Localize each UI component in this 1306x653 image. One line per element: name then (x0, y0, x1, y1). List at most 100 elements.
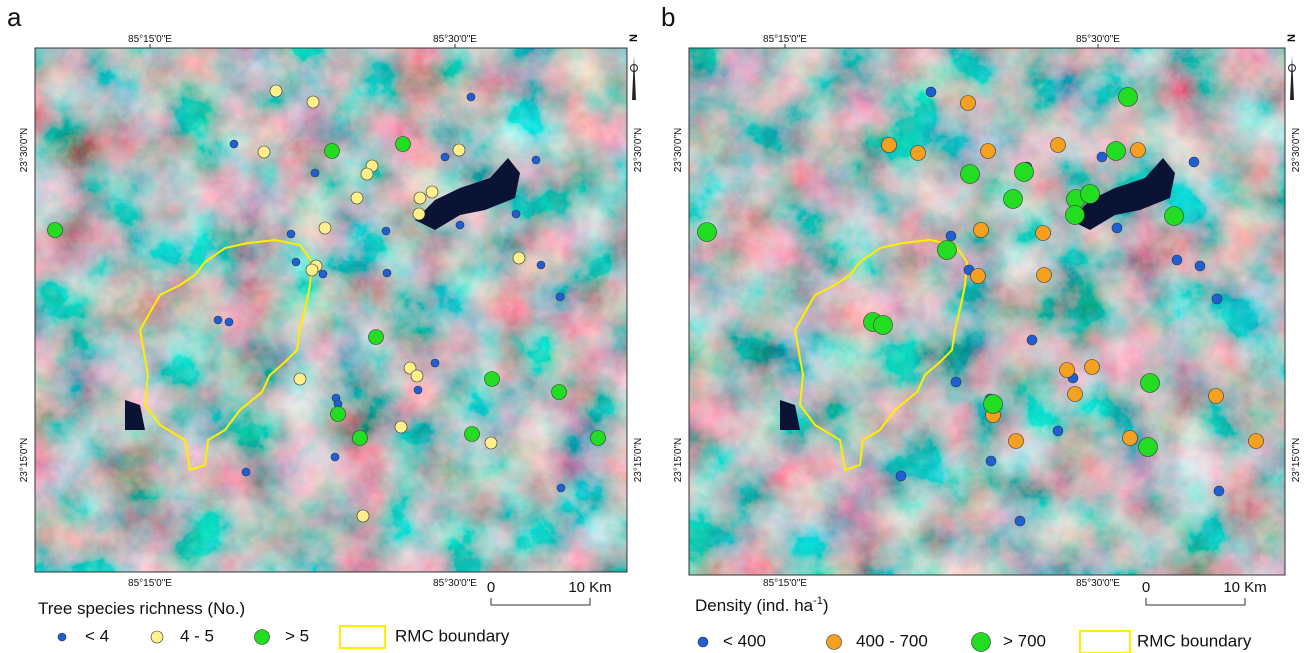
latitude-label: 23°15'0"N (19, 438, 30, 483)
sample-point (1051, 138, 1066, 153)
sample-point (882, 138, 897, 153)
sample-point (319, 270, 327, 278)
sample-point (319, 222, 331, 234)
latitude-label: 23°30'0"N (1291, 128, 1302, 173)
longitude-label: 85°30'0"E (1076, 34, 1120, 45)
sample-point (1131, 143, 1146, 158)
latitude-label: 23°15'0"N (633, 438, 644, 483)
sample-point (591, 431, 606, 446)
longitude-label: 85°30'0"E (433, 34, 477, 45)
sample-point (441, 153, 449, 161)
panel-label: b (661, 2, 675, 32)
latitude-label: 23°30'0"N (19, 128, 30, 173)
satellite-texture (35, 48, 627, 572)
panel-label: a (7, 2, 22, 32)
sample-point (1195, 261, 1205, 271)
sample-point (938, 241, 957, 260)
sample-point (557, 484, 565, 492)
sample-point (961, 165, 980, 184)
sample-point (537, 261, 545, 269)
sample-point (382, 227, 390, 235)
sample-point (456, 221, 464, 229)
sample-point (1015, 516, 1025, 526)
legend-label: 4 - 5 (180, 626, 214, 645)
scale-start: 0 (1142, 579, 1150, 596)
latitude-label: 23°30'0"N (673, 128, 684, 173)
sample-point (1112, 223, 1122, 233)
sample-point (552, 385, 567, 400)
sample-point (984, 395, 1003, 414)
sample-point (414, 192, 426, 204)
sample-point (1036, 226, 1051, 241)
longitude-label: 85°15'0"E (763, 34, 807, 45)
sample-point (369, 330, 384, 345)
legend-symbol (58, 633, 66, 641)
legend-symbol (151, 631, 163, 643)
sample-point (1009, 434, 1024, 449)
scale-end: 10 Km (568, 579, 611, 596)
sample-point (230, 140, 238, 148)
sample-point (1097, 152, 1107, 162)
sample-point (1209, 389, 1224, 404)
legend-title-part: -1 (813, 595, 823, 607)
map-panel: a 85°15'0"E 85°15'0"E 85°30'0"E 85°30'0"E 23°… (7, 2, 644, 648)
legend-title: Tree species richness (No.) (38, 599, 245, 618)
sample-point (1212, 294, 1222, 304)
sample-point (485, 372, 500, 387)
north-label: N (628, 34, 640, 42)
map-panel: b 85°15'0"E 85°15'0"E 85°30'0"E 85°30'0"E 23°… (661, 2, 1302, 653)
north-label: N (1286, 34, 1298, 42)
sample-point (351, 192, 363, 204)
sample-point (1037, 268, 1052, 283)
longitude-label: 85°15'0"E (763, 578, 807, 589)
sample-point (353, 431, 368, 446)
sample-point (48, 223, 63, 238)
sample-point (485, 437, 497, 449)
sample-point (1214, 486, 1224, 496)
sample-point (214, 316, 222, 324)
scale-bar (491, 598, 590, 605)
sample-point (532, 156, 540, 164)
sample-point (1015, 163, 1034, 182)
sample-point (513, 252, 525, 264)
sample-point (1141, 374, 1160, 393)
sample-point (1172, 255, 1182, 265)
legend-symbol (698, 637, 708, 647)
sample-point (1081, 185, 1100, 204)
satellite-texture (689, 48, 1285, 575)
sample-point (465, 427, 480, 442)
longitude-label: 85°15'0"E (128, 578, 172, 589)
sample-point (1189, 157, 1199, 167)
sample-point (1107, 142, 1126, 161)
legend-label: RMC boundary (1137, 631, 1252, 650)
legend-label: < 400 (723, 631, 766, 650)
sample-point (361, 168, 373, 180)
sample-point (467, 93, 475, 101)
sample-point (874, 316, 893, 335)
sample-point (311, 169, 319, 177)
sample-point (395, 421, 407, 433)
sample-point (1123, 431, 1138, 446)
sample-point (294, 373, 306, 385)
longitude-label: 85°15'0"E (128, 34, 172, 45)
legend-label: 400 - 700 (856, 631, 928, 650)
sample-point (1139, 438, 1158, 457)
sample-point (331, 407, 346, 422)
longitude-label: 85°30'0"E (433, 578, 477, 589)
sample-point (287, 230, 295, 238)
sample-point (225, 318, 233, 326)
sample-point (357, 510, 369, 522)
legend-title: Density (ind. ha-1) (695, 595, 829, 616)
legend-title-part: Density (ind. ha (695, 596, 814, 615)
sample-point (946, 231, 956, 241)
latitude-label: 23°15'0"N (1291, 438, 1302, 483)
sample-point (926, 87, 936, 97)
sample-point (331, 453, 339, 461)
scale-bar (1146, 598, 1245, 605)
north-arrow (1290, 56, 1294, 100)
longitude-label: 85°30'0"E (1076, 578, 1120, 589)
legend-symbol (255, 630, 270, 645)
sample-point (896, 471, 906, 481)
sample-point (974, 223, 989, 238)
sample-point (1249, 434, 1264, 449)
